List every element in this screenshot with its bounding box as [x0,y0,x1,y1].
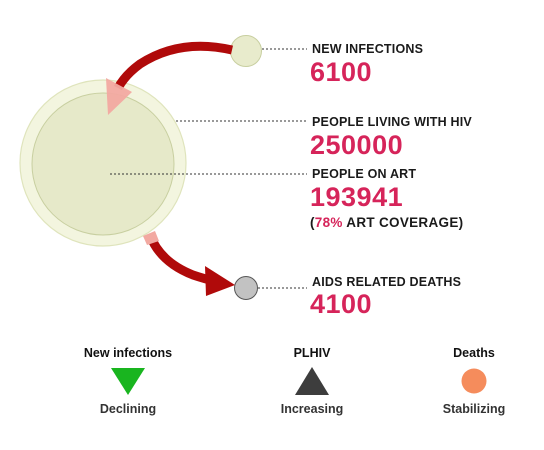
circle-icon [461,368,487,394]
deaths-value: 4100 [310,289,373,319]
legend-new-infections-title: New infections [83,346,173,360]
deaths-circle [234,276,258,300]
legend-deaths: Deaths Stabilizing [404,346,544,416]
legend-new-infections: New infections Declining [58,346,198,416]
art-coverage-text: ART COVERAGE [346,215,459,230]
art-coverage-pct: 78% [314,215,343,230]
triangle-down-icon [111,368,145,395]
new-infections-circle [230,35,262,67]
new-infections-value: 6100 [310,57,373,87]
outflow-arrow-base [143,231,159,245]
legend-plhiv-status: Increasing [280,402,344,416]
inflow-arrowhead [106,78,132,115]
triangle-up-icon [295,367,329,395]
legend-plhiv: PLHIV Increasing [242,346,382,416]
deaths-label: AIDS RELATED DEATHS [312,275,462,289]
plhiv-label: PEOPLE LIVING WITH HIV [312,115,472,129]
outflow-arrowhead [205,266,235,296]
legend-deaths-status: Stabilizing [442,402,506,416]
on-art-circle [31,92,175,236]
new-infections-label: NEW INFECTIONS [312,42,424,56]
plhiv-value: 250000 [310,130,404,160]
legend-deaths-title: Deaths [453,346,495,360]
legend-new-infections-status: Declining [99,402,157,416]
art-coverage: (78% ART COVERAGE) [310,215,464,230]
on-art-label: PEOPLE ON ART [312,167,417,181]
outflow-arrow [145,233,215,286]
inflow-arrow [114,41,234,91]
legend-plhiv-title: PLHIV [293,346,331,360]
on-art-value: 193941 [310,182,404,212]
